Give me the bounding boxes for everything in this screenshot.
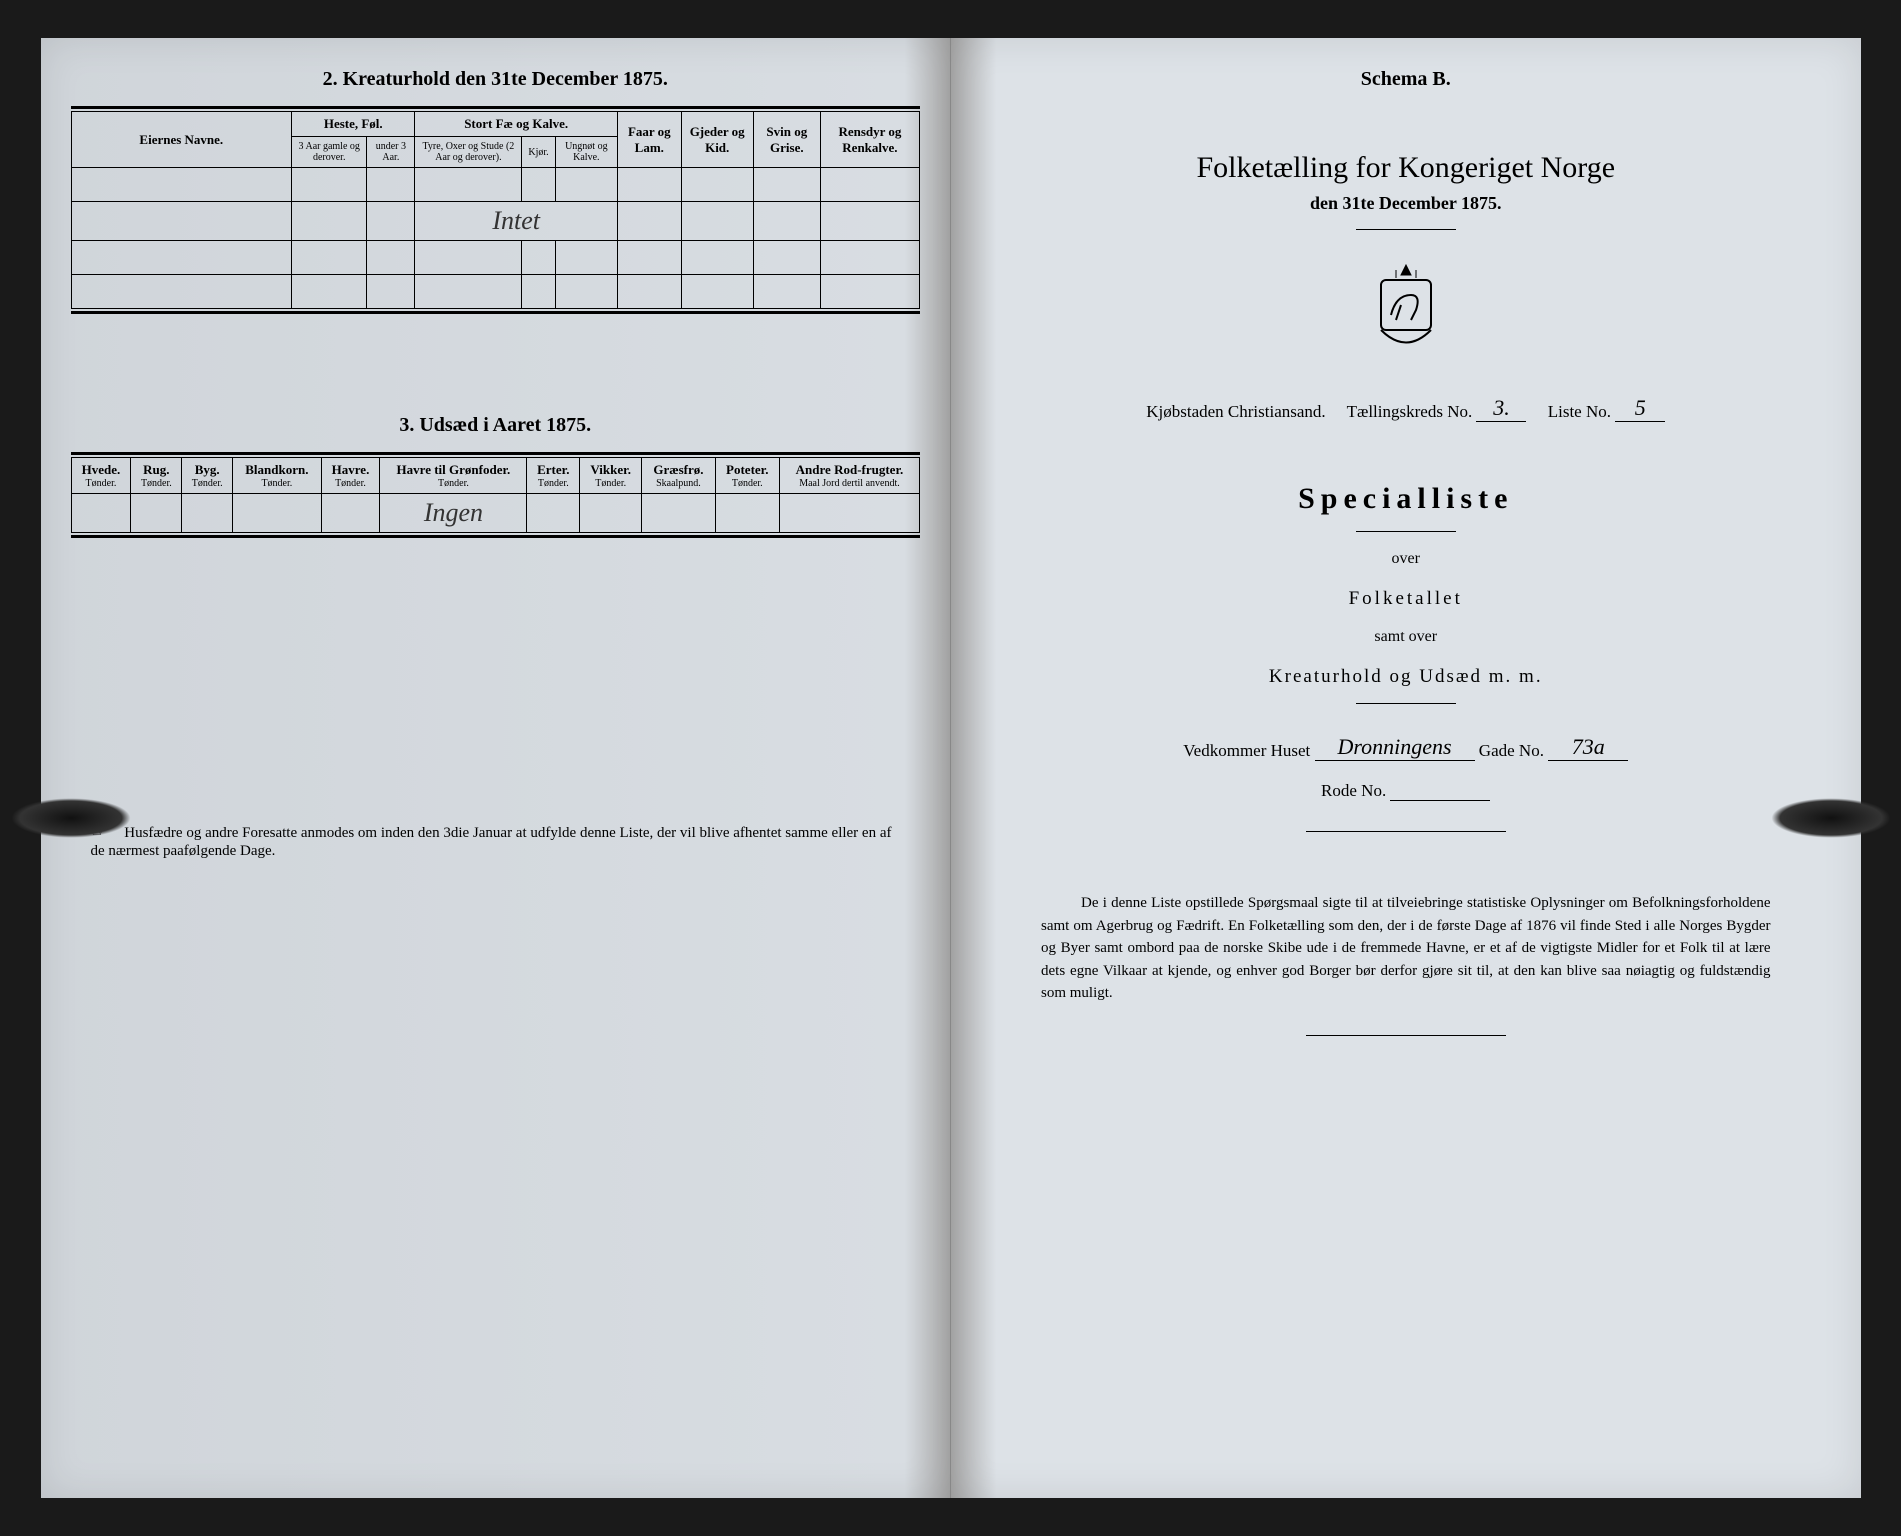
- liste-label: Liste No.: [1548, 402, 1611, 421]
- seed-col: Blandkorn.Tønder.: [233, 458, 321, 494]
- col-reindeer: Rensdyr og Renkalve.: [820, 112, 919, 168]
- col-owner: Eiernes Navne.: [71, 112, 292, 168]
- rule: [71, 106, 921, 109]
- table-row: [71, 168, 920, 202]
- livestock-table: Eiernes Navne. Heste, Føl. Stort Fæ og K…: [71, 111, 921, 309]
- sub-horse1: 3 Aar gamle og derover.: [292, 137, 367, 168]
- over-label: over: [981, 550, 1831, 568]
- seed-col: Poteter.Tønder.: [715, 458, 779, 494]
- rule: [1356, 229, 1456, 230]
- kreds-no: 3.: [1476, 395, 1526, 422]
- handwritten-intet: Intet: [415, 202, 618, 241]
- col-goats: Gjeder og Kid.: [681, 112, 753, 168]
- schema-label: Schema B.: [981, 68, 1831, 91]
- binder-clip-right: [1771, 798, 1891, 838]
- seed-col: Vikker.Tønder.: [580, 458, 642, 494]
- col-cattle: Stort Fæ og Kalve.: [415, 112, 618, 137]
- sub-horse2: under 3 Aar.: [367, 137, 415, 168]
- table-row: [71, 275, 920, 309]
- col-horses: Heste, Føl.: [292, 112, 415, 137]
- seed-col: Græsfrø.Skaalpund.: [642, 458, 715, 494]
- footer-text: Husfædre og andre Foresatte anmodes om i…: [91, 825, 892, 859]
- sub-cattle3: Ungnøt og Kalve.: [555, 137, 617, 168]
- street-name: Dronningens: [1315, 734, 1475, 761]
- rule: [71, 311, 921, 314]
- census-date: den 31te December 1875.: [981, 193, 1831, 214]
- footer-note: ☞ Husfædre og andre Foresatte anmodes om…: [71, 818, 921, 860]
- kreds-label: Tællingskreds No.: [1347, 402, 1473, 421]
- sub-cattle2: Kjør.: [522, 137, 555, 168]
- seed-col: Hvede.Tønder.: [71, 458, 131, 494]
- liste-no: 5: [1615, 395, 1665, 422]
- rule: [71, 452, 921, 455]
- seed-col: Rug.Tønder.: [131, 458, 182, 494]
- main-title: Folketælling for Kongeriget Norge: [981, 151, 1831, 185]
- gade-label: Gade No.: [1479, 741, 1544, 760]
- coat-of-arms-icon: [981, 260, 1831, 365]
- section3-title: 3. Udsæd i Aaret 1875.: [71, 414, 921, 437]
- handwritten-ingen: Ingen: [380, 494, 527, 533]
- folketallet-label: Folketallet: [981, 588, 1831, 610]
- seed-table: Hvede.Tønder.Rug.Tønder.Byg.Tønder.Bland…: [71, 457, 921, 533]
- sub-cattle1: Tyre, Oxer og Stude (2 Aar og derover).: [415, 137, 522, 168]
- rode-label: Rode No.: [1321, 781, 1386, 800]
- seed-col: Byg.Tønder.: [182, 458, 233, 494]
- rode-no: [1390, 800, 1490, 801]
- section2-title: 2. Kreaturhold den 31te December 1875.: [71, 68, 921, 91]
- rule: [1356, 703, 1456, 704]
- table-row: [71, 241, 920, 275]
- location-line: Kjøbstaden Christiansand. Tællingskreds …: [981, 395, 1831, 422]
- seed-col: Andre Rod-frugter.Maal Jord dertil anven…: [779, 458, 919, 494]
- kreatur-label: Kreaturhold og Udsæd m. m.: [981, 666, 1831, 688]
- rule: [1306, 831, 1506, 832]
- para-text: De i denne Liste opstillede Spørgsmaal s…: [1041, 895, 1771, 1001]
- table-row: Ingen: [71, 494, 920, 533]
- seed-col: Erter.Tønder.: [527, 458, 580, 494]
- right-page: Schema B. Folketælling for Kongeriget No…: [951, 38, 1861, 1498]
- city: Kjøbstaden Christiansand.: [1146, 402, 1325, 421]
- left-page: 2. Kreaturhold den 31te December 1875. E…: [41, 38, 952, 1498]
- house-no: 73a: [1548, 734, 1628, 761]
- address-line: Vedkommer Huset Dronningens Gade No. 73a: [981, 734, 1831, 761]
- rode-line: Rode No.: [981, 781, 1831, 801]
- binder-clip-left: [11, 798, 131, 838]
- rule: [71, 535, 921, 538]
- seed-col: Havre.Tønder.: [321, 458, 380, 494]
- specialliste-heading: Specialliste: [981, 482, 1831, 516]
- house-label: Vedkommer Huset: [1183, 741, 1310, 760]
- seed-col: Havre til Grønfoder.Tønder.: [380, 458, 527, 494]
- table-row: Intet: [71, 202, 920, 241]
- col-sheep: Faar og Lam.: [617, 112, 681, 168]
- page-spread: 2. Kreaturhold den 31te December 1875. E…: [41, 38, 1861, 1498]
- samt-label: samt over: [981, 628, 1831, 646]
- col-pigs: Svin og Grise.: [753, 112, 820, 168]
- rule: [1306, 1035, 1506, 1036]
- rule: [1356, 531, 1456, 532]
- explanatory-paragraph: De i denne Liste opstillede Spørgsmaal s…: [981, 892, 1831, 1005]
